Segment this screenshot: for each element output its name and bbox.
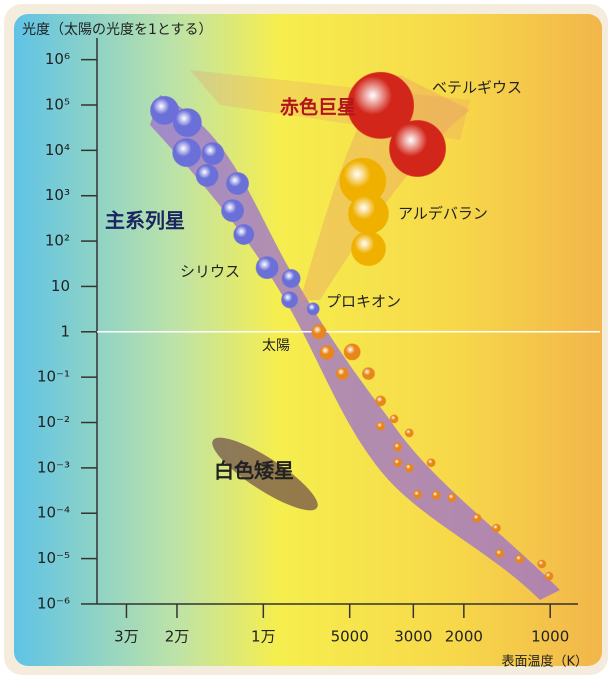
y-tick-label: 10⁵ <box>45 96 70 114</box>
annotation: 白色矮星 <box>214 459 294 483</box>
star <box>389 119 447 177</box>
star <box>376 421 386 431</box>
y-tick-label: 10⁻⁵ <box>37 549 70 567</box>
star <box>393 442 403 452</box>
star <box>537 559 547 569</box>
y-tick-label: 10 <box>51 277 70 295</box>
star <box>350 231 386 267</box>
y-tick-label: 10⁴ <box>45 141 70 159</box>
star <box>472 513 482 523</box>
star <box>150 95 180 125</box>
y-tick-label: 10³ <box>45 186 70 204</box>
annotation: ベテルギウス <box>432 79 522 97</box>
star <box>404 463 414 473</box>
star <box>306 302 320 316</box>
annotation: アルデバラン <box>398 205 488 223</box>
star <box>195 163 219 187</box>
star <box>172 108 202 138</box>
star <box>426 458 436 468</box>
annotation: プロキオン <box>326 293 401 311</box>
y-tick-label: 10⁻² <box>37 413 70 431</box>
x-tick-label: 1000 <box>531 628 569 646</box>
star <box>281 291 299 309</box>
star <box>389 414 399 424</box>
annotation: 太陽 <box>262 338 290 354</box>
annotation: 主系列星 <box>105 209 185 233</box>
star <box>226 171 250 195</box>
x-axis-title: 表面温度（K） <box>501 654 588 670</box>
star <box>335 367 349 381</box>
main-sequence-band <box>150 95 560 600</box>
star <box>431 490 441 500</box>
star <box>514 554 524 564</box>
y-tick-label: 10⁻¹ <box>37 368 70 386</box>
star <box>233 223 255 245</box>
star <box>375 395 387 407</box>
star <box>201 142 225 166</box>
y-tick-label: 10⁻⁴ <box>37 504 70 522</box>
white-dwarf-region <box>212 437 318 511</box>
x-tick-label: 5000 <box>331 628 369 646</box>
star <box>495 548 505 558</box>
y-tick-label: 1 <box>60 322 70 340</box>
star <box>413 489 423 499</box>
star <box>347 193 389 235</box>
y-tick-label: 10² <box>45 232 70 250</box>
star <box>255 256 279 280</box>
star <box>404 428 414 438</box>
x-tick-label: 2000 <box>445 628 483 646</box>
star <box>221 199 245 223</box>
star <box>281 268 301 288</box>
star <box>544 571 554 581</box>
y-tick-label: 10⁻⁶ <box>37 594 70 612</box>
star <box>319 344 335 360</box>
x-tick-label: 3万 <box>114 628 139 646</box>
y-axis-title: 光度（太陽の光度を1とする） <box>22 22 213 38</box>
x-tick-label: 1万 <box>251 628 276 646</box>
star <box>172 138 202 168</box>
y-tick-label: 10⁶ <box>45 50 70 68</box>
star <box>361 367 375 381</box>
star <box>491 523 501 533</box>
y-tick-label: 10⁻³ <box>37 458 70 476</box>
star <box>447 493 457 503</box>
x-tick-label: 2万 <box>165 628 190 646</box>
star <box>343 343 361 361</box>
star <box>311 324 327 340</box>
star <box>393 458 403 468</box>
annotation: シリウス <box>180 263 240 281</box>
annotation: 赤色巨星 <box>280 96 356 119</box>
x-tick-label: 3000 <box>394 628 432 646</box>
star <box>347 71 415 139</box>
